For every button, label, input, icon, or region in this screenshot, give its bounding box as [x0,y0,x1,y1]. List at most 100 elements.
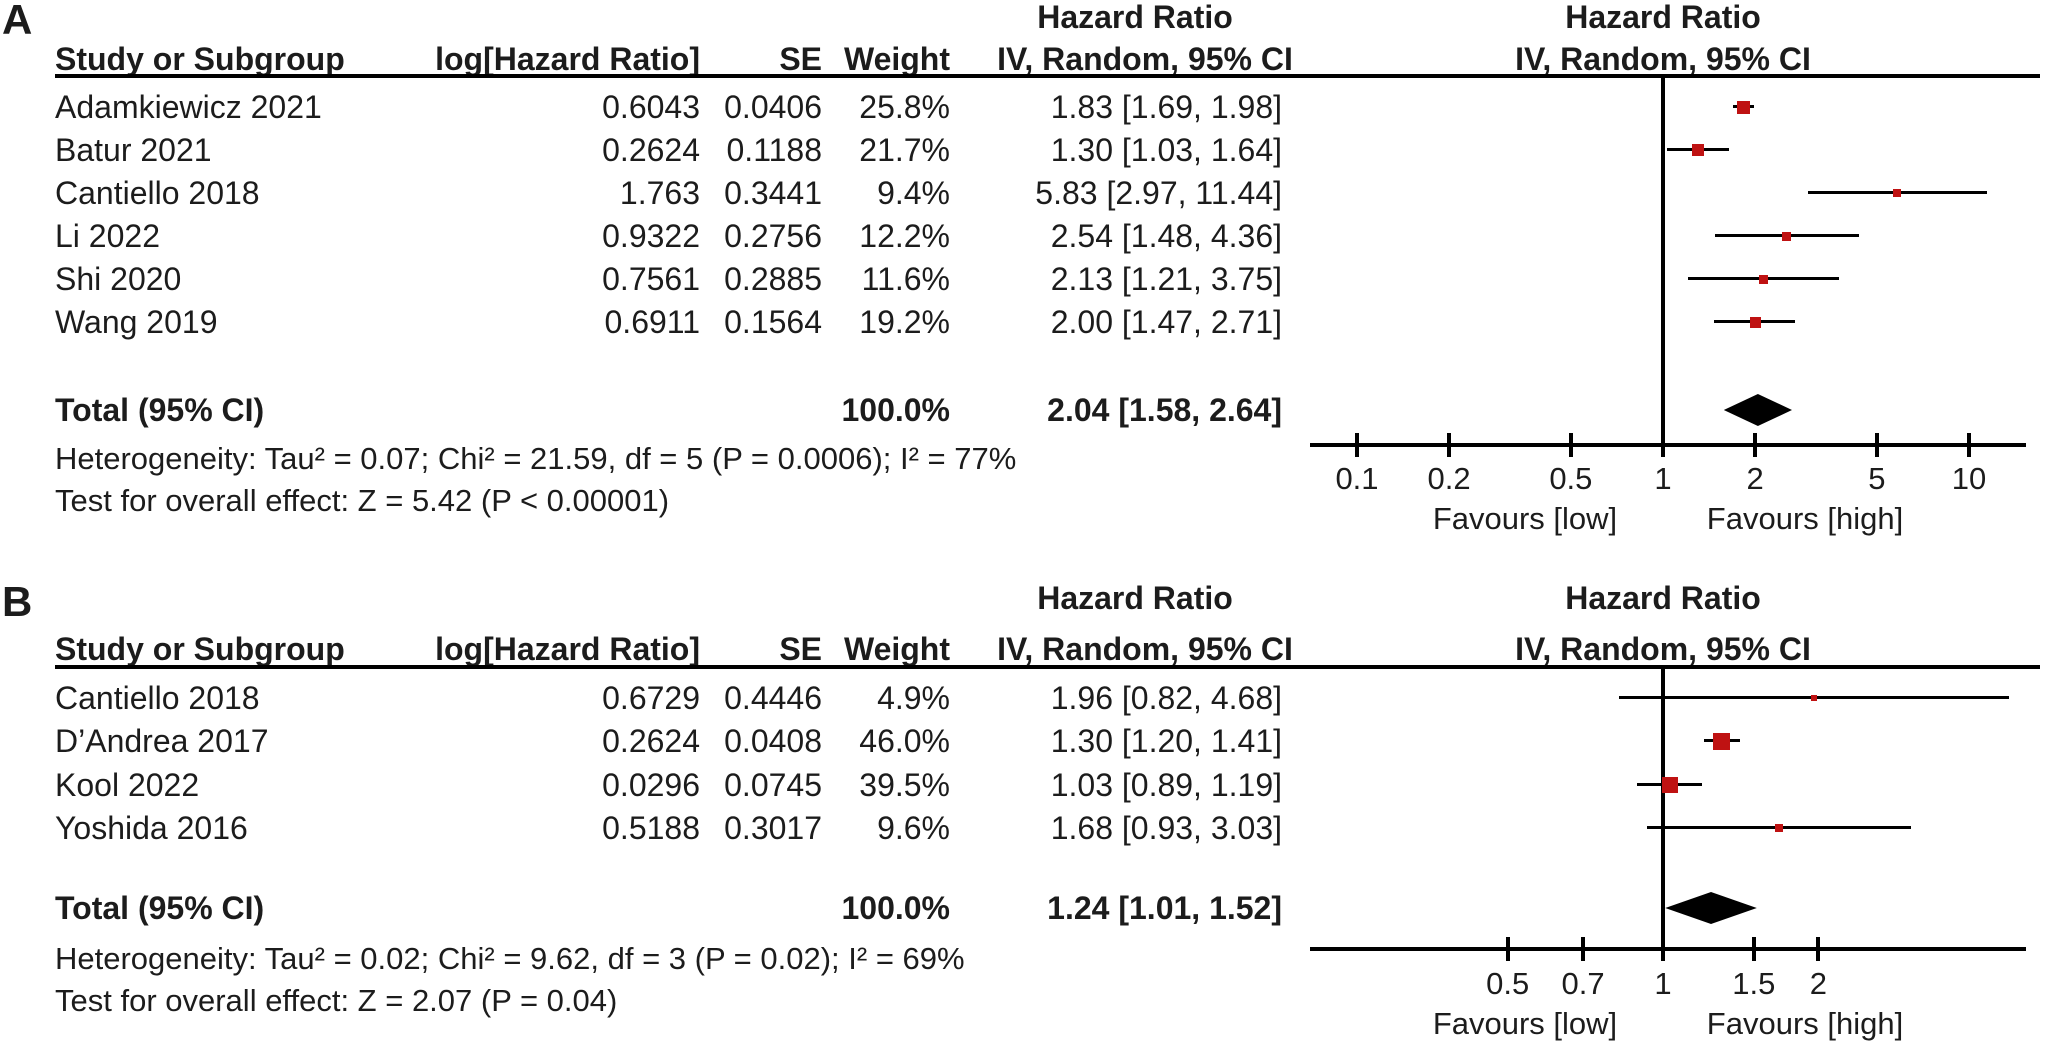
axis-tick-label: 0.5 [1549,461,1593,496]
axis-tick-label: 1.5 [1732,966,1776,1001]
study-se: 0.0406 [724,89,822,125]
study-se: 0.3441 [724,175,822,211]
axis-line [1310,947,2026,951]
null-effect-line [1661,76,1665,445]
study-weight: 12.2% [859,218,950,254]
study-se: 0.3017 [724,810,822,846]
study-name: Shi 2020 [55,261,182,297]
panel-b-header-loghr: log[Hazard Ratio] [435,631,700,667]
panel-b-plot-header-ci: IV, Random, 95% CI [1515,631,1811,667]
study-se: 0.0745 [724,767,822,803]
axis-tick-label: 1 [1654,461,1672,496]
panel-b-favours-right: Favours [high] [1706,1006,1904,1041]
study-weight: 39.5% [859,767,950,803]
study-name: Cantiello 2018 [55,175,260,211]
axis-tick-label: 1 [1654,966,1672,1001]
axis-tick [1661,937,1665,961]
axis-tick-label: 2 [1746,461,1764,496]
study-marker [1782,231,1792,241]
panel-b-ci-column-title: Hazard Ratio [1037,580,1233,616]
panel-a-overall-effect: Test for overall effect: Z = 5.42 (P < 0… [55,483,670,518]
panel-b-header-ci: IV, Random, 95% CI [997,631,1293,667]
study-marker [1736,100,1750,114]
study-weight: 4.9% [877,680,950,716]
axis-tick-label: 10 [1951,461,1987,496]
panel-a-favours-left: Favours [low] [1432,501,1618,536]
study-loghr: 1.763 [619,175,700,211]
panel-a-plot-title: Hazard Ratio [1565,0,1761,35]
header-underline [55,665,2040,669]
axis-tick [1581,937,1586,961]
study-loghr: 0.7561 [602,261,700,297]
study-ci-text: 1.83 [1.69, 1.98] [1050,89,1282,125]
study-loghr: 0.6729 [602,680,700,716]
panel-a-label: A [2,0,33,43]
study-se: 0.1188 [726,132,823,168]
axis-tick [1661,433,1665,457]
panel-a-header-study: Study or Subgroup [55,41,345,77]
study-name: Yoshida 2016 [55,810,248,846]
panel-a-header-se: SE [779,41,822,77]
study-name: Batur 2021 [55,132,212,168]
axis-tick [1967,433,1971,457]
panel-b-plot-title: Hazard Ratio [1565,580,1761,616]
study-weight: 9.6% [877,810,950,846]
study-ci-text: 1.96 [0.82, 4.68] [1050,680,1282,716]
panel-b-heterogeneity: Heterogeneity: Tau² = 0.02; Chi² = 9.62,… [55,941,965,976]
summary-diamond [1665,892,1757,924]
study-name: Wang 2019 [55,304,218,340]
panel-b-total-ci: 1.24 [1.01, 1.52] [1047,890,1282,926]
study-se: 0.2756 [724,218,822,254]
study-weight: 9.4% [877,175,950,211]
study-loghr: 0.6043 [602,89,700,125]
panel-b-label: B [2,578,33,625]
panel-a-favours-right: Favours [high] [1706,501,1904,536]
axis-tick-label: 5 [1868,461,1886,496]
study-loghr: 0.5188 [602,810,700,846]
summary-diamond [1723,394,1792,426]
axis-line [1310,443,2026,447]
study-marker [1713,732,1731,750]
study-marker [1661,777,1678,793]
panel-a-header-weight: Weight [843,41,950,77]
study-marker [1749,316,1761,328]
null-effect-line [1661,667,1665,949]
axis-tick [1568,433,1573,457]
study-se: 0.1564 [724,304,822,340]
study-ci-text: 1.03 [0.89, 1.19] [1050,767,1282,803]
axis-tick-label: 0.2 [1427,461,1471,496]
study-name: Cantiello 2018 [55,680,260,716]
panel-b-header-weight: Weight [843,631,950,667]
study-weight: 21.7% [859,132,950,168]
study-loghr: 0.9322 [602,218,700,254]
study-loghr: 0.2624 [602,132,700,168]
study-se: 0.0408 [724,723,822,759]
axis-tick-label: 2 [1809,966,1827,1001]
study-name: D’Andrea 2017 [55,723,269,759]
study-ci-text: 2.00 [1.47, 2.71] [1050,304,1282,340]
panel-b-favours-left: Favours [low] [1432,1006,1618,1041]
panel-a-ci-column-title: Hazard Ratio [1037,0,1233,35]
study-weight: 25.8% [859,89,950,125]
header-underline [55,74,2040,78]
study-ci-text: 1.30 [1.03, 1.64] [1050,132,1282,168]
study-se: 0.4446 [724,680,822,716]
study-ci-text: 2.54 [1.48, 4.36] [1050,218,1282,254]
axis-tick-label: 0.7 [1561,966,1605,1001]
study-name: Kool 2022 [55,767,200,803]
study-marker [1691,144,1704,156]
study-weight: 46.0% [859,723,950,759]
panel-a-plot-header-ci: IV, Random, 95% CI [1515,41,1811,77]
panel-a-total-ci: 2.04 [1.58, 2.64] [1047,392,1282,428]
study-name: Li 2022 [55,218,160,254]
study-ci-text: 5.83 [2.97, 11.44] [1035,175,1282,211]
axis-tick [1751,937,1756,961]
axis-tick [1447,433,1452,457]
study-weight: 19.2% [859,304,950,340]
axis-tick [1753,433,1758,457]
axis-tick [1505,937,1510,961]
study-ci-text: 1.30 [1.20, 1.41] [1050,723,1282,759]
panel-a-heterogeneity: Heterogeneity: Tau² = 0.07; Chi² = 21.59… [55,441,1017,476]
study-marker [1893,189,1902,197]
